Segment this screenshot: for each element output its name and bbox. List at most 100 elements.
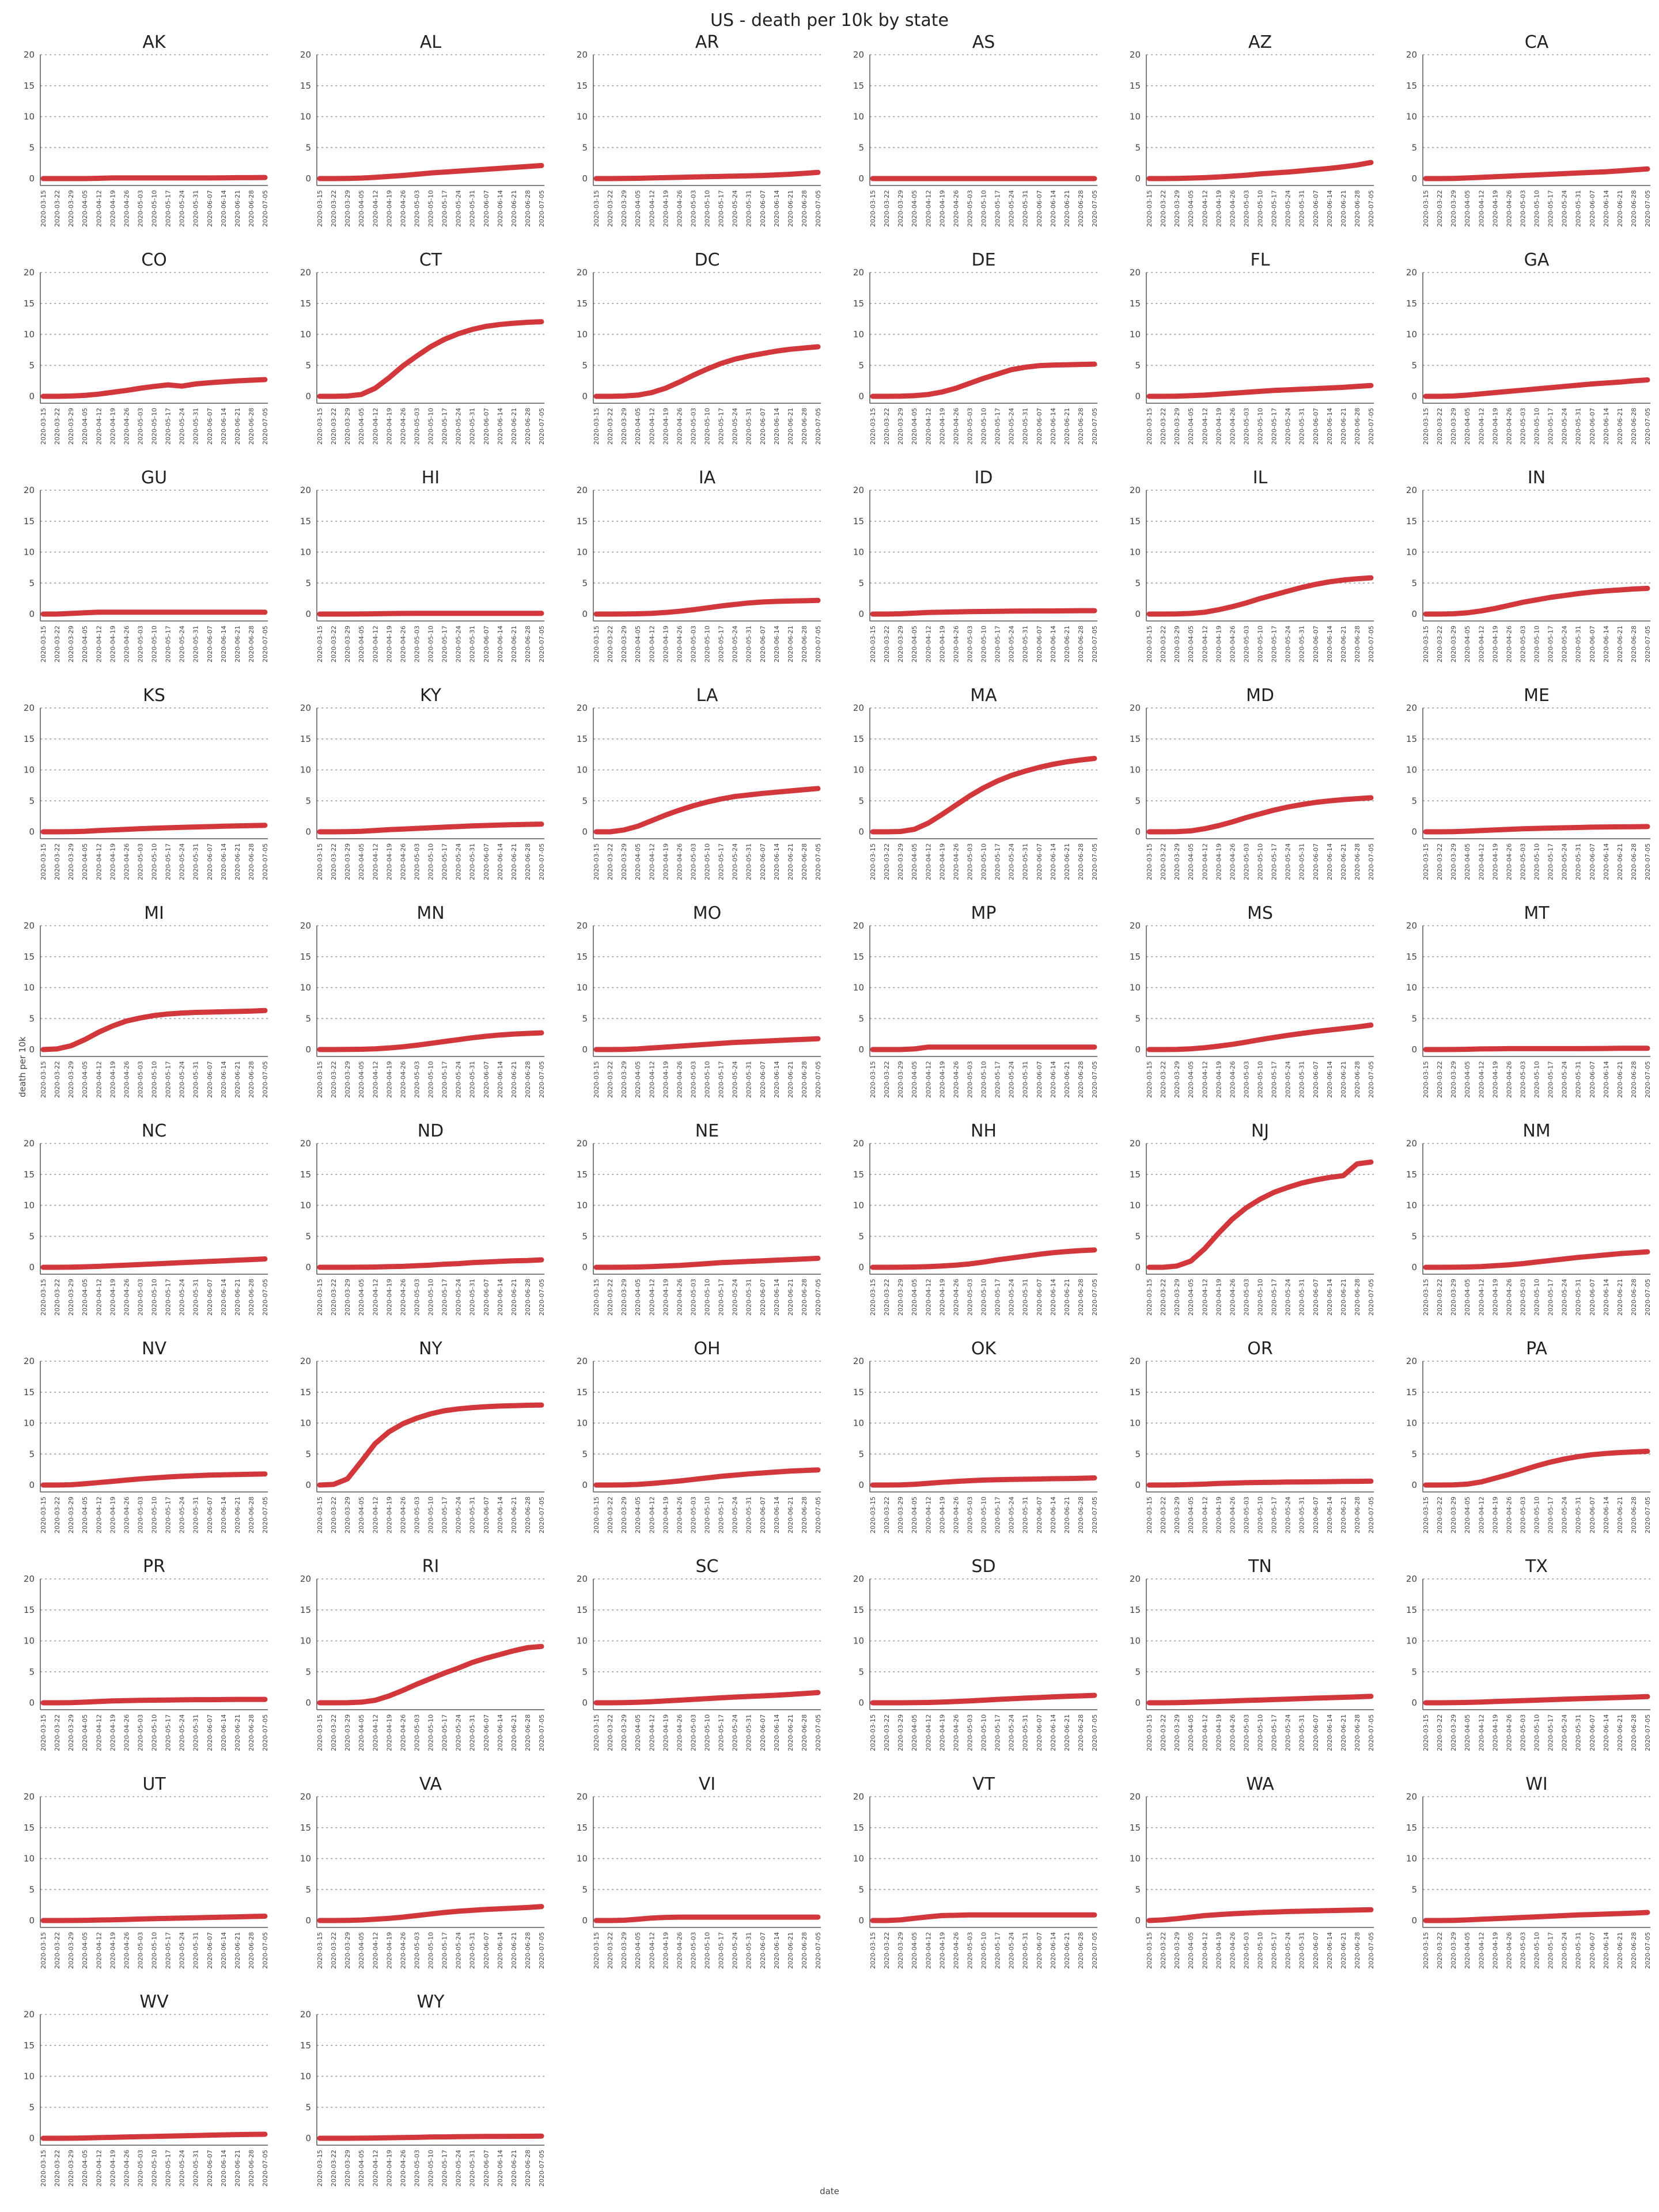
x-tick-label: 2020-06-07 xyxy=(1036,843,1043,880)
x-tick-label: 2020-03-22 xyxy=(607,843,614,880)
x-tick-label: 2020-04-12 xyxy=(1201,190,1209,227)
x-tick-label: 2020-04-19 xyxy=(1215,1497,1222,1533)
x-tick-label: 2020-05-24 xyxy=(1561,1932,1569,1969)
x-tick-label: 2020-04-05 xyxy=(911,1061,918,1098)
x-tick-label: 2020-06-07 xyxy=(1312,1061,1320,1098)
series-line-il xyxy=(1146,575,1374,617)
x-tick-label: 2020-05-10 xyxy=(980,1714,988,1751)
facet-wi: WI 0 5 10 15 20 2020-03-15 2020-03-22 2020-03-29… xyxy=(1406,1774,1652,1969)
series-line-gu xyxy=(40,609,268,617)
y-tick-label: 15 xyxy=(1130,81,1141,91)
y-tick-label: 5 xyxy=(1135,142,1141,153)
x-tick-label: 2020-04-12 xyxy=(925,1714,932,1751)
x-tick-label: 2020-07-05 xyxy=(1368,843,1375,880)
x-tick-label: 2020-06-21 xyxy=(1063,1279,1071,1316)
facet-pr: PR 0 5 10 15 20 2020-03-15 2020-03-22 2020-03-29… xyxy=(24,1556,269,1751)
x-tick-label: 2020-06-28 xyxy=(248,1497,255,1533)
x-tick-label: 2020-03-29 xyxy=(897,1714,904,1751)
x-tick-label: 2020-03-29 xyxy=(620,626,628,662)
x-tick-label: 2020-06-28 xyxy=(248,1932,255,1969)
x-tick-label: 2020-06-21 xyxy=(1616,1714,1624,1751)
x-tick-label: 2020-04-12 xyxy=(648,190,656,227)
facet-az: AZ 0 5 10 15 20 2020-03-15 2020-03-22 2020-03-29… xyxy=(1130,32,1375,227)
x-tick-label: 2020-05-24 xyxy=(455,1061,463,1098)
x-tick-label: 2020-06-21 xyxy=(510,1714,518,1751)
facet-title: MD xyxy=(1246,685,1274,706)
facet-title: LA xyxy=(696,685,718,706)
y-tick-label: 15 xyxy=(577,1387,588,1397)
facet-title: VI xyxy=(699,1774,715,1794)
x-tick-label: 2020-06-14 xyxy=(1326,1932,1334,1969)
y-tick-label: 0 xyxy=(29,1262,35,1272)
y-tick-label: 5 xyxy=(858,1884,864,1895)
y-tick-label: 20 xyxy=(1130,1356,1141,1366)
x-tick-label: 2020-04-26 xyxy=(1505,626,1513,662)
x-tick-label: 2020-05-24 xyxy=(1285,1279,1292,1316)
x-tick-label: 2020-05-17 xyxy=(165,1714,172,1751)
x-tick-label: 2020-06-28 xyxy=(801,1714,808,1751)
y-tick-label: 0 xyxy=(582,827,588,837)
x-tick-label: 2020-04-26 xyxy=(1229,1932,1236,1969)
y-tick-label: 10 xyxy=(853,765,864,775)
y-tick-label: 15 xyxy=(853,1823,864,1833)
x-tick-label: 2020-07-05 xyxy=(815,1714,822,1751)
x-tick-label: 2020-05-24 xyxy=(455,408,463,445)
facet-gu: GU 0 5 10 15 20 2020-03-15 2020-03-22 2020-03-29… xyxy=(24,468,269,662)
x-tick-label: 2020-04-05 xyxy=(358,190,365,227)
series-line-wy xyxy=(317,2133,544,2141)
x-tick-label: 2020-05-24 xyxy=(179,408,186,445)
series-line-nv xyxy=(40,1471,268,1488)
x-tick-label: 2020-07-05 xyxy=(262,1932,269,1969)
x-tick-label: 2020-05-17 xyxy=(1547,1061,1555,1098)
x-tick-label: 2020-07-05 xyxy=(1091,408,1099,445)
x-tick-label: 2020-06-21 xyxy=(787,1061,794,1098)
x-tick-label: 2020-06-28 xyxy=(524,843,532,880)
x-tick-label: 2020-03-22 xyxy=(330,1061,338,1098)
x-tick-label: 2020-03-22 xyxy=(1160,190,1167,227)
x-tick-label: 2020-03-22 xyxy=(883,408,891,445)
y-tick-label: 5 xyxy=(582,1884,588,1895)
y-tick-label: 0 xyxy=(1135,1480,1141,1490)
x-tick-label: 2020-06-21 xyxy=(1063,626,1071,662)
x-tick-label: 2020-07-05 xyxy=(262,1279,269,1316)
x-tick-label: 2020-05-03 xyxy=(690,408,697,445)
x-tick-label: 2020-04-19 xyxy=(1491,1932,1499,1969)
y-tick-label: 0 xyxy=(1411,1480,1417,1490)
x-tick-label: 2020-05-10 xyxy=(427,1497,435,1533)
x-tick-label: 2020-05-10 xyxy=(704,626,711,662)
x-tick-label: 2020-04-26 xyxy=(123,190,130,227)
x-tick-label: 2020-04-05 xyxy=(1187,1279,1195,1316)
y-tick-label: 5 xyxy=(1411,578,1417,588)
x-tick-label: 2020-05-17 xyxy=(1271,1497,1278,1533)
x-tick-label: 2020-03-15 xyxy=(1422,1279,1430,1316)
x-tick-label: 2020-05-03 xyxy=(413,626,421,662)
series-line-pr xyxy=(40,1696,268,1706)
x-tick-label: 2020-06-21 xyxy=(1340,1061,1347,1098)
x-tick-label: 2020-03-29 xyxy=(620,1714,628,1751)
y-tick-label: 10 xyxy=(853,1636,864,1646)
x-tick-label: 2020-06-28 xyxy=(1354,626,1361,662)
y-tick-label: 20 xyxy=(24,1574,35,1584)
x-tick-label: 2020-04-05 xyxy=(1464,408,1471,445)
facet-sd: SD 0 5 10 15 20 2020-03-15 2020-03-22 2020-03-29… xyxy=(853,1556,1099,1751)
x-tick-label: 2020-05-24 xyxy=(1285,408,1292,445)
facet-va: VA 0 5 10 15 20 2020-03-15 2020-03-22 2020-03-29… xyxy=(300,1774,546,1969)
x-tick-label: 2020-06-21 xyxy=(787,1279,794,1316)
x-tick-label: 2020-05-24 xyxy=(179,190,186,227)
facet-title: IL xyxy=(1253,468,1268,488)
x-tick-label: 2020-05-31 xyxy=(1575,1497,1582,1533)
y-tick-label: 5 xyxy=(29,360,35,370)
y-tick-label: 5 xyxy=(29,578,35,588)
x-tick-label: 2020-06-14 xyxy=(1603,190,1610,227)
y-tick-label: 5 xyxy=(29,2102,35,2112)
x-tick-label: 2020-05-31 xyxy=(469,1279,476,1316)
x-tick-label: 2020-05-24 xyxy=(179,626,186,662)
facet-title: ND xyxy=(418,1121,444,1141)
y-tick-label: 0 xyxy=(29,1915,35,1926)
x-tick-label: 2020-06-21 xyxy=(787,190,794,227)
series-line-ok xyxy=(870,1475,1097,1488)
x-tick-label: 2020-04-05 xyxy=(911,626,918,662)
x-tick-label: 2020-05-24 xyxy=(1008,1932,1016,1969)
x-tick-label: 2020-04-05 xyxy=(358,1061,365,1098)
facet-ia: IA 0 5 10 15 20 2020-03-15 2020-03-22 2020-03-29… xyxy=(577,468,822,662)
